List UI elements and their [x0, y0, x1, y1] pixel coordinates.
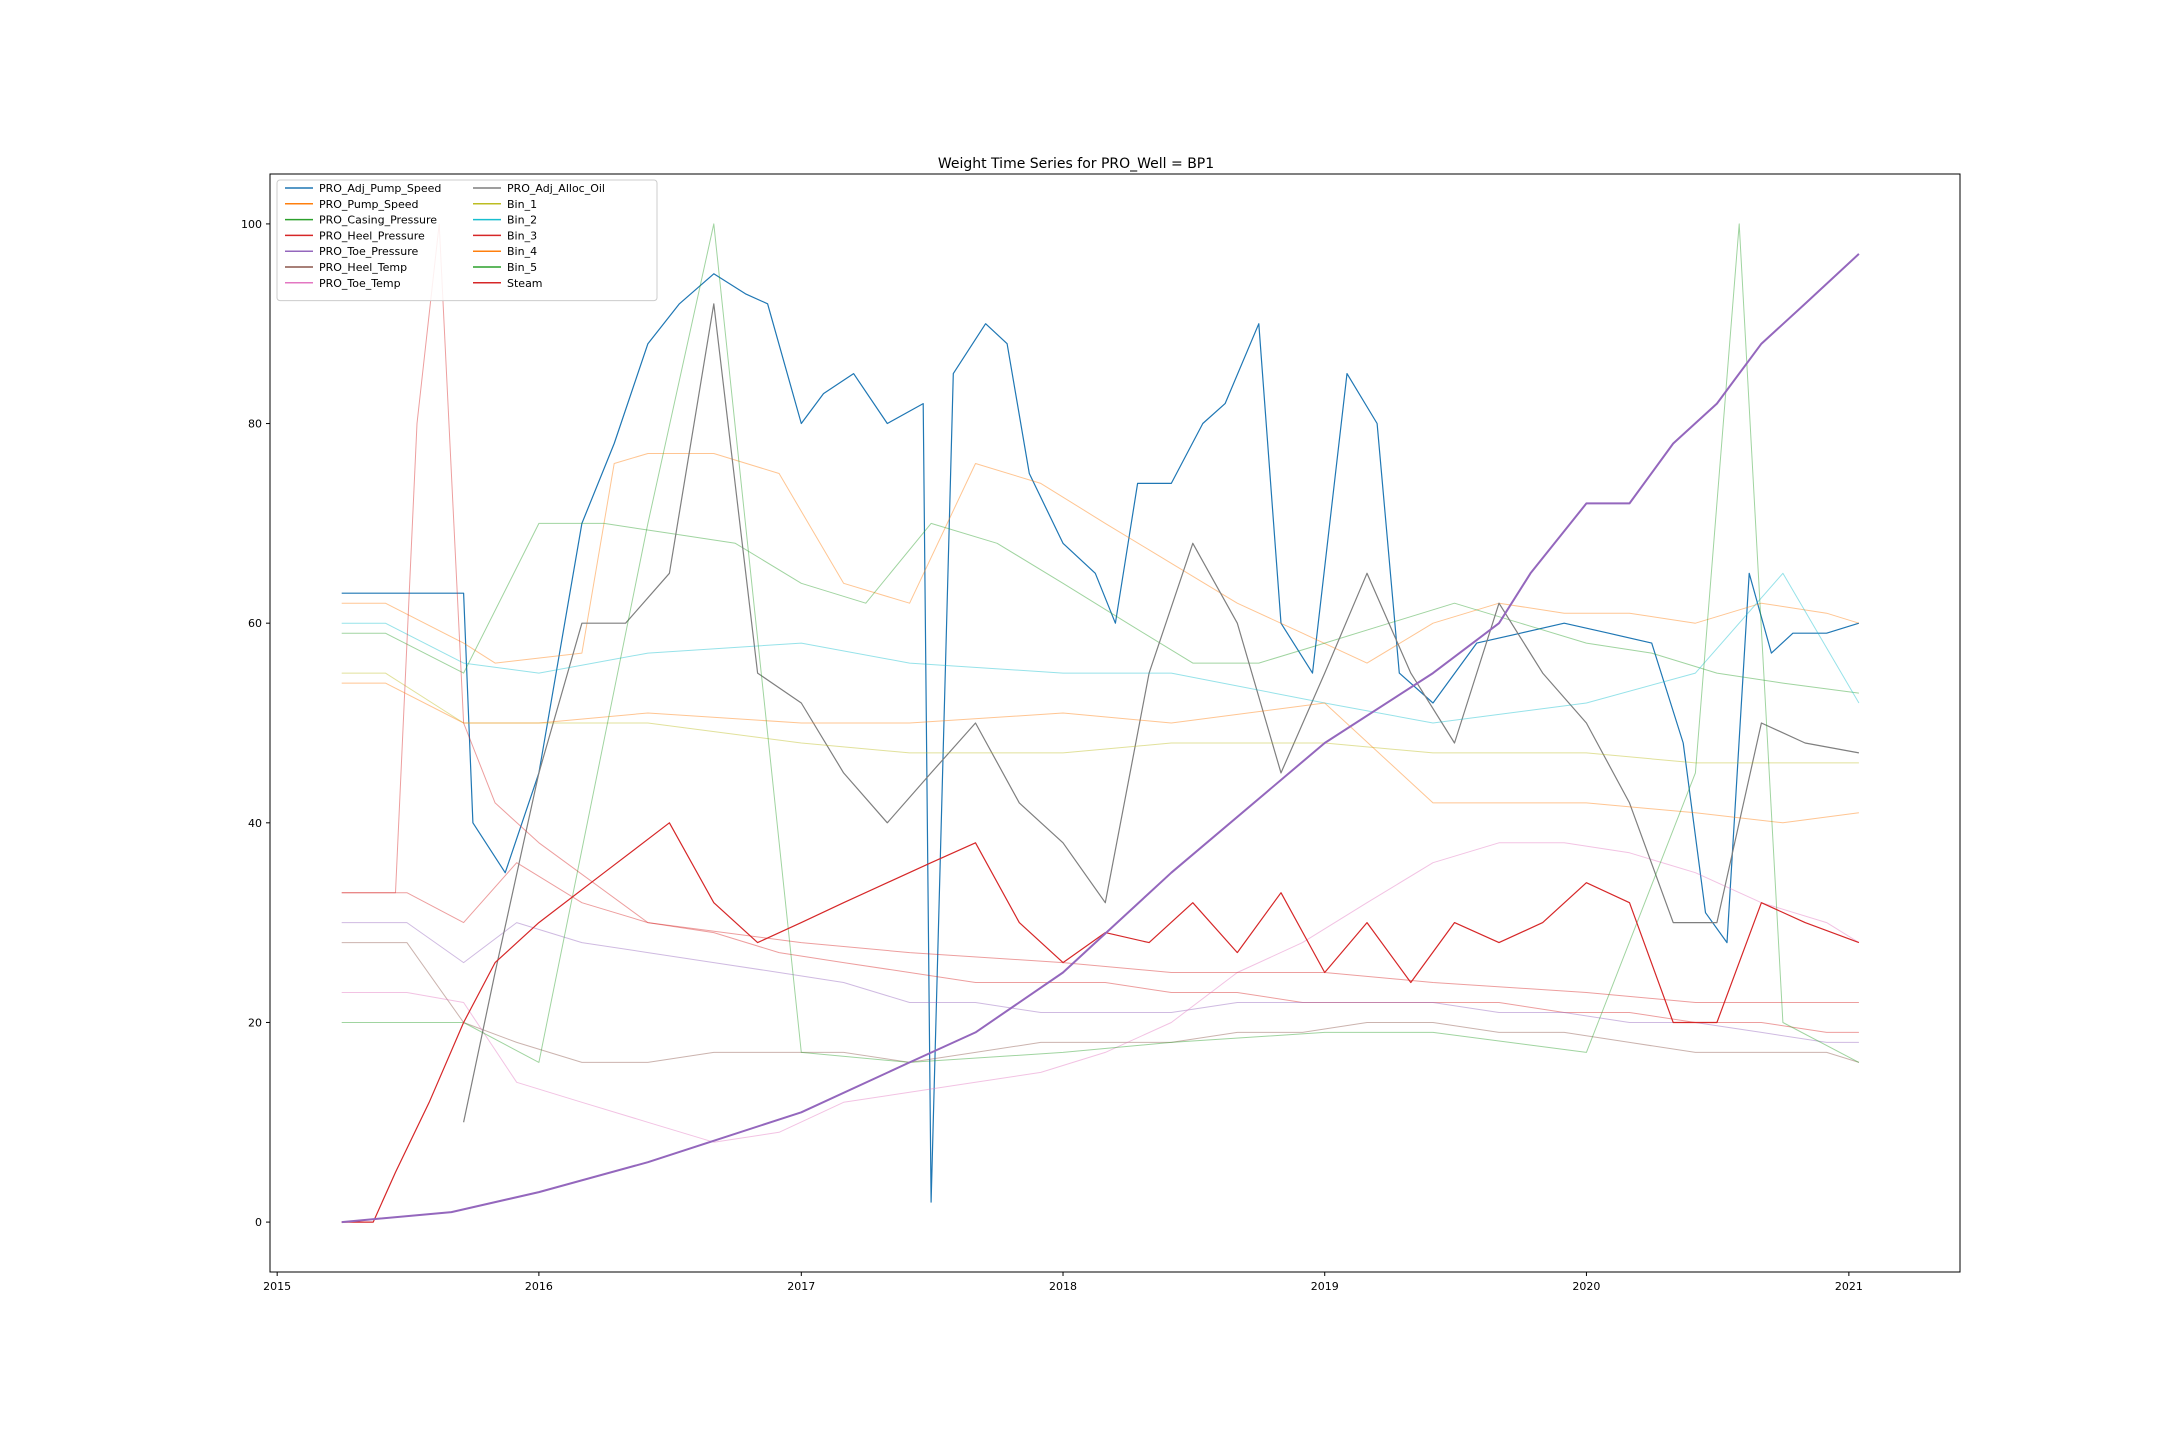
y-tick-label: 80 [248, 418, 262, 431]
legend-label: PRO_Toe_Temp [319, 277, 401, 290]
legend-label: PRO_Adj_Pump_Speed [319, 182, 441, 195]
legend-label: Steam [507, 277, 543, 290]
legend-label: PRO_Casing_Pressure [319, 214, 437, 227]
x-tick-label: 2018 [1049, 1280, 1077, 1293]
series-line-bin-1 [341, 672, 1859, 764]
series-line-bin-2 [341, 572, 1860, 724]
legend-label: PRO_Heel_Pressure [319, 229, 425, 242]
legend-label: Bin_3 [507, 229, 537, 242]
chart-title: Weight Time Series for PRO_Well = BP1 [938, 156, 1214, 172]
legend-label: PRO_Heel_Temp [319, 261, 407, 274]
y-axis: 0 20 40 60 80 100 [241, 218, 270, 1229]
series-line-pro-toe-temp [341, 842, 1860, 1143]
series-line-pro-adj-alloc-oil [463, 303, 1860, 1123]
series-line-pro-casing-pressure [341, 522, 1859, 694]
axes-frame [269, 173, 1961, 1273]
y-tick-label: 0 [255, 1216, 262, 1229]
legend-label: Bin_1 [507, 198, 537, 211]
y-tick-label: 60 [248, 617, 262, 630]
series-line-pro-heel-temp [341, 942, 1860, 1063]
x-tick-label: 2017 [787, 1280, 815, 1293]
series-line-bin-5 [341, 223, 1860, 1063]
legend: PRO_Adj_Pump_Speed PRO_Pump_Speed PRO_Casi… [276, 179, 658, 302]
x-axis: 2015 2016 2017 2018 2019 2020 2021 [263, 1272, 1863, 1293]
series-line-steam [341, 822, 1860, 1223]
y-tick-label: 100 [241, 218, 262, 231]
x-tick-label: 2016 [525, 1280, 553, 1293]
x-tick-label: 2020 [1572, 1280, 1600, 1293]
series-line-pro-heel-pressure [341, 862, 1859, 1033]
x-tick-label: 2019 [1311, 1280, 1339, 1293]
legend-label: Bin_4 [507, 245, 537, 258]
series-line-pro-toe-pressure [341, 922, 1859, 1043]
x-tick-label: 2015 [263, 1280, 291, 1293]
legend-label: Bin_5 [507, 261, 537, 274]
series-line-bin-4 [341, 682, 1859, 824]
y-tick-label: 40 [248, 817, 262, 830]
series-line-unlabeled [341, 253, 1860, 1224]
x-tick-label: 2021 [1835, 1280, 1863, 1293]
legend-label: Bin_2 [507, 214, 537, 227]
legend-label: PRO_Adj_Alloc_Oil [507, 182, 605, 195]
series-layer [341, 223, 1860, 1224]
legend-frame [276, 179, 658, 302]
legend-label: PRO_Toe_Pressure [319, 245, 418, 258]
series-line-pro-adj-pump-speed [341, 273, 1860, 1203]
y-tick-label: 20 [248, 1016, 262, 1029]
legend-label: PRO_Pump_Speed [319, 198, 419, 211]
series-line-pro-pump-speed [341, 453, 1860, 664]
